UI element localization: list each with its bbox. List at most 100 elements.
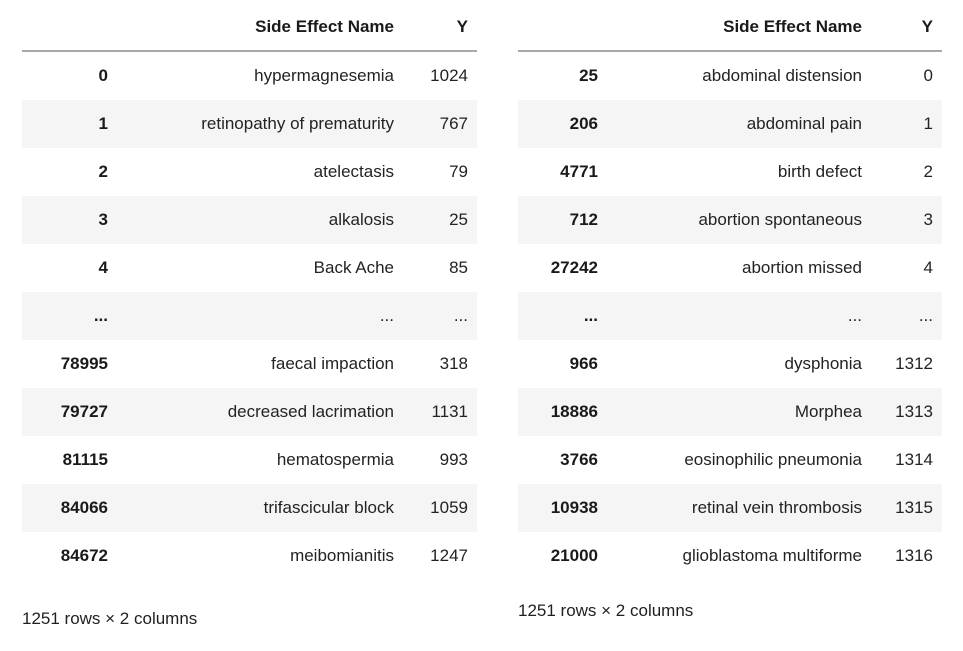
row-index-cell: ...	[583, 306, 598, 325]
side-effect-name-cell: abdominal distension	[702, 66, 862, 85]
row-index-cell: 18886	[550, 402, 598, 421]
row-index-cell: 3766	[560, 450, 598, 469]
row-index-cell: 84066	[60, 498, 108, 517]
row-index-cell: 27242	[550, 258, 598, 277]
dataframe-output-pair: Side Effect Name Y 0 hypermagnesemia 1024 1…	[22, 6, 942, 629]
row-index-cell: 1	[98, 114, 108, 133]
side-effect-name-cell: Morphea	[794, 402, 862, 421]
y-value-cell: 1247	[430, 546, 468, 565]
dataframe-left: Side Effect Name Y 0 hypermagnesemia 1024 1…	[22, 6, 477, 629]
row-index-cell: 206	[569, 114, 598, 133]
side-effect-name-cell: eosinophilic pneumonia	[684, 450, 862, 469]
table-row: 79727 decreased lacrimation 1131	[22, 388, 477, 436]
side-effect-name-cell: hematospermia	[276, 450, 394, 469]
table-row: 712 abortion spontaneous 3	[518, 196, 942, 244]
y-value-cell: 1314	[895, 450, 933, 469]
side-effect-name-cell: ...	[379, 306, 394, 325]
table-row: 18886 Morphea 1313	[518, 388, 942, 436]
dataframe-right: Side Effect Name Y 25 abdominal distensio…	[518, 6, 942, 621]
table-row: 206 abdominal pain 1	[518, 100, 942, 148]
y-value-cell: 318	[439, 354, 468, 373]
side-effect-name-cell: atelectasis	[313, 162, 394, 181]
y-value-cell: 1131	[431, 402, 468, 421]
y-value-cell: 79	[449, 162, 468, 181]
row-index-cell: 21000	[550, 546, 598, 565]
y-value-cell: 4	[923, 258, 933, 277]
table-row: 81115 hematospermia 993	[22, 436, 477, 484]
row-index-cell: ...	[93, 306, 108, 325]
index-column-header	[22, 6, 117, 52]
side-effect-name-cell: retinopathy of prematurity	[201, 114, 394, 133]
column-header-side-effect-name: Side Effect Name	[607, 6, 871, 52]
y-value-cell: 1059	[430, 498, 468, 517]
table-row: .........	[22, 292, 477, 340]
y-value-cell: 767	[439, 114, 468, 133]
row-index-cell: 4	[98, 258, 108, 277]
y-value-cell: 1024	[430, 66, 468, 85]
table-row: 84066 trifascicular block 1059	[22, 484, 477, 532]
table-row: 3766 eosinophilic pneumonia 1314	[518, 436, 942, 484]
y-value-cell: 25	[449, 210, 468, 229]
y-value-cell: 85	[449, 258, 468, 277]
dataframe-shape-label: 1251 rows × 2 columns	[518, 601, 694, 620]
table-row: 25 abdominal distension 0	[518, 51, 942, 100]
table-row: 0 hypermagnesemia 1024	[22, 51, 477, 100]
index-column-header	[518, 6, 607, 52]
column-header-y: Y	[403, 6, 477, 52]
dataframe-shape-label: 1251 rows × 2 columns	[22, 609, 198, 628]
row-index-cell: 966	[569, 354, 598, 373]
side-effect-name-cell: hypermagnesemia	[254, 66, 394, 85]
side-effect-name-cell: abortion missed	[741, 258, 862, 277]
y-value-cell: 1313	[895, 402, 933, 421]
side-effect-name-cell: dysphonia	[784, 354, 862, 373]
row-index-cell: 78995	[60, 354, 108, 373]
header-row: Side Effect Name Y	[22, 6, 477, 52]
row-index-cell: 79727	[60, 402, 108, 421]
dataframe-table-right: Side Effect Name Y 25 abdominal distensio…	[518, 6, 942, 580]
side-effect-name-cell: abdominal pain	[746, 114, 862, 133]
row-index-cell: 3	[98, 210, 108, 229]
side-effect-name-cell: retinal vein thrombosis	[691, 498, 862, 517]
row-index-cell: 712	[569, 210, 598, 229]
table-row: 78995 faecal impaction 318	[22, 340, 477, 388]
dataframe-table-left: Side Effect Name Y 0 hypermagnesemia 1024 1…	[22, 6, 477, 580]
row-index-cell: 4771	[560, 162, 598, 181]
column-header-y: Y	[871, 6, 942, 52]
row-index-cell: 25	[579, 66, 598, 85]
table-row: 1 retinopathy of prematurity 767	[22, 100, 477, 148]
table-row: 3 alkalosis 25	[22, 196, 477, 244]
table-row: 27242 abortion missed 4	[518, 244, 942, 292]
side-effect-name-cell: faecal impaction	[271, 354, 394, 373]
table-row: 2 atelectasis 79	[22, 148, 477, 196]
table-row: 84672 meibomianitis 1247	[22, 532, 477, 580]
row-index-cell: 10938	[550, 498, 598, 517]
y-value-cell: 1312	[895, 354, 933, 373]
row-index-cell: 81115	[62, 450, 108, 469]
y-value-cell: 3	[923, 210, 933, 229]
y-value-cell: 993	[439, 450, 468, 469]
side-effect-name-cell: glioblastoma multiforme	[682, 546, 862, 565]
table-row: 4 Back Ache 85	[22, 244, 477, 292]
side-effect-name-cell: meibomianitis	[290, 546, 394, 565]
side-effect-name-cell: alkalosis	[328, 210, 394, 229]
table-row: 10938 retinal vein thrombosis 1315	[518, 484, 942, 532]
row-index-cell: 2	[98, 162, 108, 181]
side-effect-name-cell: trifascicular block	[263, 498, 394, 517]
side-effect-name-cell: Back Ache	[313, 258, 394, 277]
y-value-cell: ...	[453, 306, 468, 325]
y-value-cell: 1	[923, 114, 933, 133]
y-value-cell: ...	[918, 306, 933, 325]
side-effect-name-cell: birth defect	[777, 162, 862, 181]
table-row: 966 dysphonia 1312	[518, 340, 942, 388]
side-effect-name-cell: ...	[847, 306, 862, 325]
y-value-cell: 0	[923, 66, 933, 85]
side-effect-name-cell: decreased lacrimation	[227, 402, 394, 421]
table-row: 21000 glioblastoma multiforme 1316	[518, 532, 942, 580]
y-value-cell: 1316	[895, 546, 933, 565]
row-index-cell: 84672	[60, 546, 108, 565]
row-index-cell: 0	[98, 66, 108, 85]
side-effect-name-cell: abortion spontaneous	[698, 210, 862, 229]
table-row: .........	[518, 292, 942, 340]
table-row: 4771 birth defect 2	[518, 148, 942, 196]
